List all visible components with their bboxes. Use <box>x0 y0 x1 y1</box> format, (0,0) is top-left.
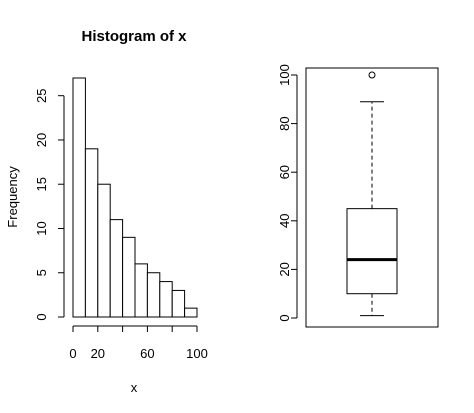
boxplot-y-ticks: 0 20 40 60 80 100 <box>277 64 297 322</box>
histogram-title: Histogram of x <box>81 28 187 45</box>
histogram-x-tick-label: 100 <box>186 346 208 361</box>
histogram-y-tick-label: 5 <box>34 269 49 276</box>
boxplot-outlier <box>368 71 376 79</box>
histogram-bar <box>72 77 86 318</box>
histogram-y-tick-label: 0 <box>34 313 49 320</box>
histogram-y-tick-label: 25 <box>34 88 49 102</box>
boxplot-box <box>346 208 398 295</box>
histogram-y-tick-label: 10 <box>34 221 49 235</box>
boxplot-frame <box>305 67 439 328</box>
boxplot-y-tick-label: 40 <box>277 214 292 228</box>
histogram-panel: Histogram of x 0 20 60 100 0 5 10 15 20 25 x Fre… <box>5 28 208 395</box>
histogram-x-tick-label: 0 <box>69 346 76 361</box>
boxplot-y-tick-label: 100 <box>277 64 292 86</box>
boxplot-y-tick-label: 80 <box>277 116 292 130</box>
histogram-bar <box>146 272 161 318</box>
boxplot-y-tick-label: 60 <box>277 165 292 179</box>
histogram-y-label: Frequency <box>5 166 20 228</box>
boxplot-y-tick-label: 20 <box>277 262 292 276</box>
histogram-x-tick-label: 60 <box>140 346 154 361</box>
histogram-bar <box>109 219 124 318</box>
histogram-bar <box>84 148 99 318</box>
histogram-bars <box>72 77 198 318</box>
boxplot-body <box>346 71 398 317</box>
boxplot-y-tick-label: 0 <box>277 314 292 321</box>
histogram-y-ticks: 0 5 10 15 20 25 <box>34 88 64 321</box>
histogram-bar <box>134 263 148 318</box>
histogram-x-tick-label: 20 <box>91 346 105 361</box>
histogram-bar <box>159 281 173 318</box>
histogram-x-label: x <box>131 380 138 395</box>
histogram-bar <box>171 289 186 318</box>
histogram-x-ticks: 0 20 60 100 <box>69 326 208 361</box>
histogram-y-tick-label: 15 <box>34 177 49 191</box>
histogram-y-tick-label: 20 <box>34 133 49 147</box>
histogram-bar <box>122 236 136 318</box>
histogram-bar <box>97 183 111 318</box>
boxplot-panel: 0 20 40 60 80 100 <box>277 64 439 328</box>
histogram-bar <box>184 307 198 318</box>
